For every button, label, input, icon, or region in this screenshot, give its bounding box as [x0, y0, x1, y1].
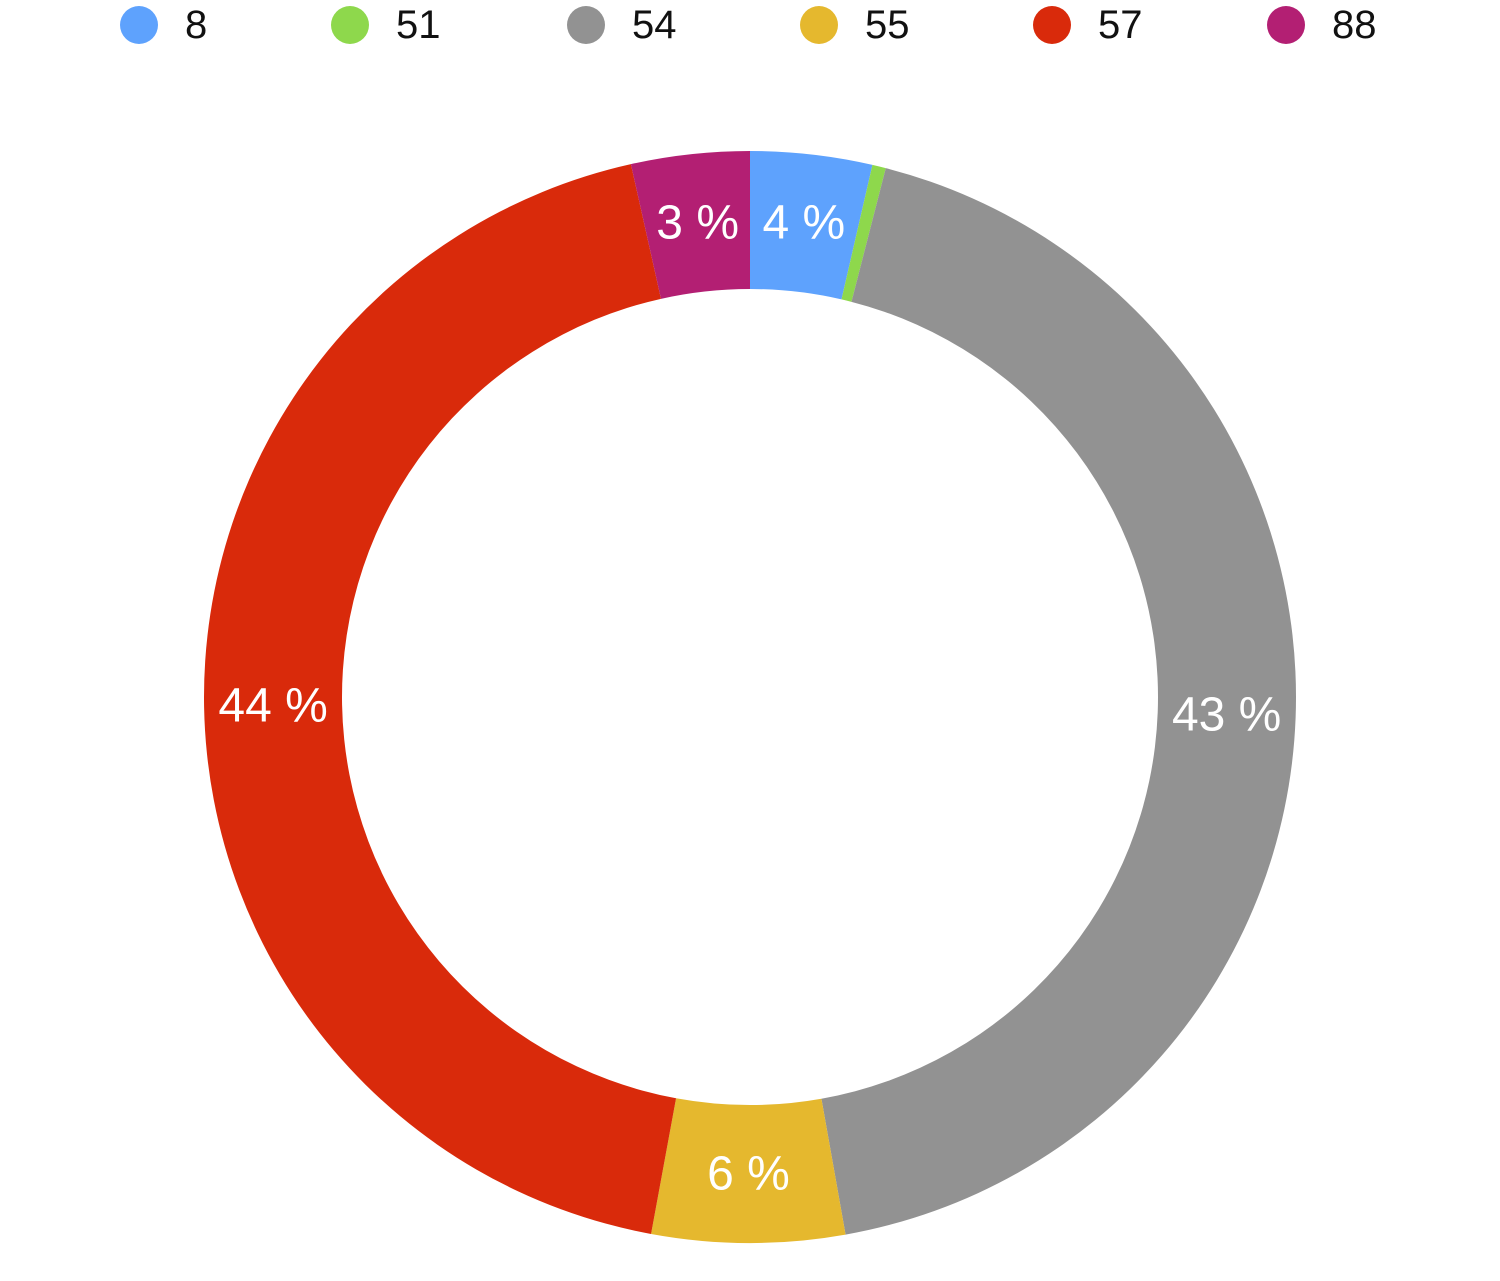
- legend-marker-8: [120, 6, 158, 44]
- legend-label-88: 88: [1332, 3, 1377, 47]
- legend-marker-54: [567, 6, 605, 44]
- donut-slice-88: [630, 151, 750, 299]
- donut-slices: [203, 151, 1296, 1243]
- legend-label-54: 54: [632, 3, 677, 47]
- donut-slice-51: [841, 164, 886, 302]
- donut-slice-8: [750, 151, 873, 300]
- chart-legend: 8 51 54 55 57 88: [120, 3, 1377, 47]
- legend-label-57: 57: [1098, 3, 1143, 47]
- legend-label-51: 51: [396, 3, 441, 47]
- slice-label-8: 4 %: [762, 197, 845, 250]
- legend-label-8: 8: [185, 3, 207, 47]
- legend-marker-51: [331, 6, 369, 44]
- slice-label-55: 6 %: [707, 1147, 790, 1200]
- donut-slice-54: [821, 168, 1296, 1235]
- slice-labels: 4 % 43 % 6 % 44 % 3 %: [218, 196, 1281, 1200]
- legend-marker-55: [800, 6, 838, 44]
- donut-slice-55: [651, 1098, 846, 1243]
- legend-label-55: 55: [865, 3, 910, 47]
- slice-label-88: 3 %: [656, 196, 739, 249]
- slice-label-54: 43 %: [1172, 688, 1281, 741]
- legend-marker-88: [1267, 6, 1305, 44]
- donut-slice-57: [203, 164, 677, 1234]
- legend-marker-57: [1033, 6, 1071, 44]
- slice-label-57: 44 %: [218, 679, 327, 732]
